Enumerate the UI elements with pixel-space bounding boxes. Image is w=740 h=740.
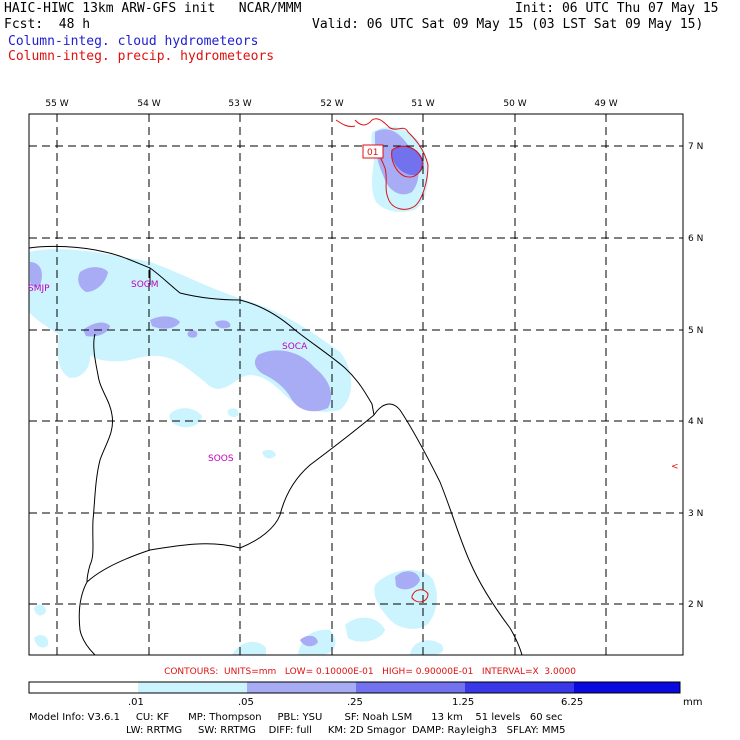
lat-label: 2 N (688, 600, 703, 610)
colorbar-swatch (138, 682, 247, 693)
field-precip-label: Column-integ. precip. hydrometeors (8, 49, 275, 64)
lon-label: 55 W (45, 99, 68, 109)
colorbar-label: 1.25 (452, 697, 475, 708)
colorbar (28, 681, 681, 694)
stations: SMJP SOGM SOCA SOOS (28, 280, 308, 464)
latitude-labels: 7 N 6 N 5 N 4 N 3 N 2 N (688, 142, 703, 610)
longitude-labels: 55 W 54 W 53 W 52 W 51 W 50 W 49 W (45, 99, 617, 109)
lon-label: 53 W (228, 99, 251, 109)
plot-frame (28, 113, 684, 656)
lon-label: 50 W (503, 99, 526, 109)
colorbar-label: .01 (128, 697, 144, 708)
colorbar-swatch (465, 682, 574, 693)
shade-light-cyan (29, 126, 444, 655)
edge-contour-mark: < (671, 462, 679, 472)
shade-medium-blue (391, 145, 424, 176)
precip-contours (335, 118, 429, 603)
colorbar-swatch (574, 682, 680, 693)
field-cloud-label: Column-integ. cloud hydrometeors (8, 34, 259, 49)
colorbar-frame (28, 681, 681, 694)
init-line: Init: 06 UTC Thu 07 May 15 (515, 1, 719, 16)
colorbar-swatch (29, 682, 138, 693)
colorbar-swatch (356, 682, 465, 693)
valid-time: Valid: 06 UTC Sat 09 May 15 (03 LST Sat … (312, 17, 704, 32)
station-label: SMJP (28, 284, 50, 294)
colorbar-label: .05 (238, 697, 254, 708)
lon-label: 54 W (137, 99, 160, 109)
lat-label: 3 N (688, 509, 703, 519)
model-info-line1: Model Info: V3.6.1 CU: KF MP: Thompson P… (29, 712, 563, 723)
lat-label: 4 N (688, 417, 703, 427)
lat-label: 7 N (688, 142, 703, 152)
station-label: SOGM (131, 280, 159, 290)
title-line: HAIC-HIWC 13km ARW-GFS init NCAR/MMM (4, 1, 302, 16)
station-label: SOOS (208, 454, 234, 464)
lat-lon-grid (29, 114, 683, 655)
lat-label: 6 N (688, 234, 703, 244)
station-label: SOCA (282, 342, 308, 352)
lon-label: 52 W (320, 99, 343, 109)
forecast-hour: Fcst: 48 h (4, 17, 91, 32)
coastlines (29, 245, 523, 655)
colorbar-swatch (247, 682, 356, 693)
contour-label: 01 (367, 148, 378, 158)
model-info-line2: LW: RRTMG SW: RRTMG DIFF: full KM: 2D Sm… (126, 725, 566, 736)
contour-label-box (362, 144, 384, 159)
lat-label: 5 N (688, 326, 703, 336)
colorbar-label: .25 (347, 697, 363, 708)
colorbar-units: mm (683, 697, 703, 708)
lon-label: 49 W (594, 99, 617, 109)
contours-info: CONTOURS: UNITS=mm LOW= 0.10000E-01 HIGH… (164, 667, 576, 677)
colorbar-label: 6.25 (561, 697, 584, 708)
lon-label: 51 W (411, 99, 434, 109)
shaded-fields (29, 126, 444, 655)
